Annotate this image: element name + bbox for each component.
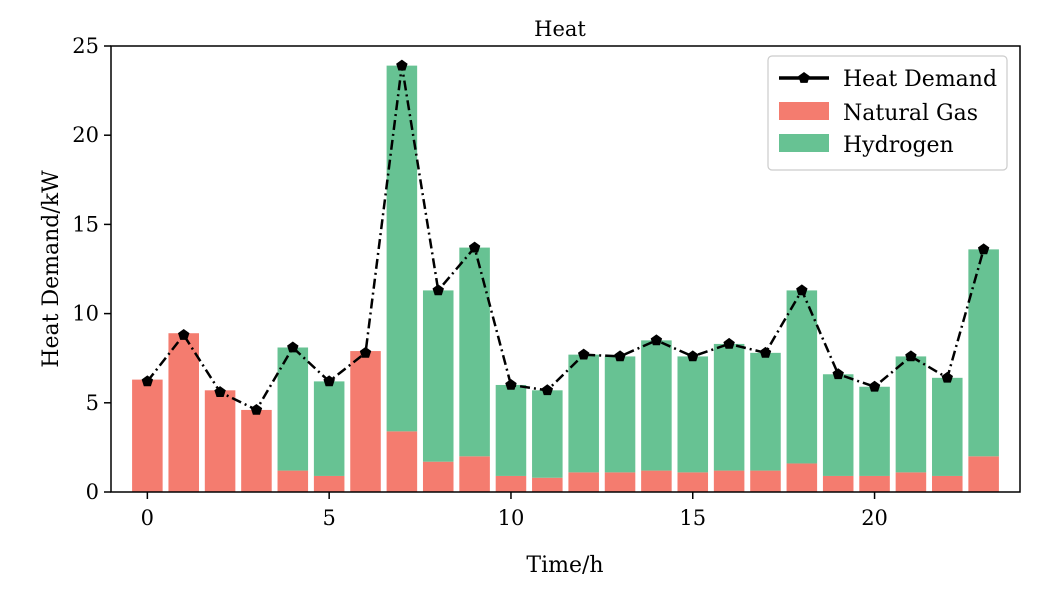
y-tick-label: 5 <box>86 391 99 415</box>
bar-hydrogen <box>968 249 999 457</box>
bar-hydrogen <box>859 386 890 476</box>
heat-demand-marker <box>178 329 190 340</box>
heat-demand-marker <box>614 350 626 362</box>
bar-hydrogen <box>786 290 818 464</box>
heat-demand-marker <box>723 337 735 349</box>
bar-hydrogen <box>422 290 454 462</box>
bar-hydrogen <box>459 247 490 457</box>
legend-label: Natural Gas <box>843 101 978 126</box>
bars-layer <box>132 65 999 492</box>
bar-hydrogen <box>677 356 709 473</box>
y-tick-label: 0 <box>86 480 99 504</box>
y-axis: 0 5 10 15 20 25 <box>72 34 111 504</box>
bar-natural-gas <box>641 470 672 492</box>
heat-demand-marker <box>250 403 263 415</box>
bar-hydrogen <box>713 343 745 471</box>
bar-hydrogen <box>932 377 963 476</box>
bar-natural-gas <box>241 409 272 492</box>
bar-hydrogen <box>568 354 599 473</box>
legend-marker-swatch <box>798 72 810 83</box>
bar-natural-gas <box>895 472 927 492</box>
x-axis-title: Time/h <box>526 553 603 578</box>
bar-natural-gas <box>750 470 781 492</box>
y-tick-label: 15 <box>72 212 99 236</box>
legend: Heat Demand Natural Gas Hydrogen <box>767 55 1008 171</box>
y-tick-label: 10 <box>72 302 99 326</box>
legend-label: Hydrogen <box>843 133 954 158</box>
heat-demand-marker <box>214 386 226 397</box>
heat-demand-marker <box>577 348 590 360</box>
bar-natural-gas <box>532 477 563 492</box>
x-tick-label: 15 <box>679 506 706 530</box>
heat-demand-marker <box>287 341 299 353</box>
demand-line-layer <box>141 59 990 415</box>
bar-natural-gas <box>350 351 381 492</box>
bar-hydrogen <box>532 390 563 478</box>
bar-hydrogen <box>750 352 781 471</box>
bar-natural-gas <box>568 472 599 492</box>
x-tick-label: 5 <box>322 506 335 530</box>
heat-demand-line <box>146 65 985 412</box>
bar-natural-gas <box>968 456 999 492</box>
bar-natural-gas <box>932 475 963 492</box>
bar-hydrogen <box>641 340 672 471</box>
heat-demand-marker <box>941 371 953 383</box>
bar-natural-gas <box>859 475 890 492</box>
y-tick-label: 20 <box>72 123 99 147</box>
heat-demand-marker <box>868 380 881 392</box>
x-tick-label: 10 <box>498 506 525 530</box>
heat-demand-marker <box>505 378 517 390</box>
bar-natural-gas <box>459 456 490 492</box>
heat-demand-marker <box>141 375 154 387</box>
bar-natural-gas <box>168 333 199 492</box>
heat-demand-marker <box>432 284 444 296</box>
bar-natural-gas <box>313 475 345 492</box>
bar-natural-gas <box>422 461 454 492</box>
heat-demand-marker <box>468 241 481 253</box>
heat-demand-marker <box>759 346 772 358</box>
bar-hydrogen <box>604 356 636 473</box>
bar-natural-gas <box>677 472 709 492</box>
heat-demand-marker <box>650 334 663 346</box>
chart-title: Heat <box>534 17 586 41</box>
plot-frame <box>110 45 1021 493</box>
bar-hydrogen <box>495 384 527 476</box>
bar-natural-gas <box>386 431 418 492</box>
bar-natural-gas <box>786 463 818 492</box>
bar-hydrogen <box>386 65 418 432</box>
bar-natural-gas <box>495 475 527 492</box>
heat-demand-marker <box>832 368 844 380</box>
heat-demand-marker <box>396 59 408 71</box>
y-axis-title: Heat Demand/kW <box>39 170 64 368</box>
bar-natural-gas <box>822 475 854 492</box>
bar-natural-gas <box>132 379 163 492</box>
heat-demand-marker <box>687 350 699 362</box>
legend-swatch <box>779 102 829 120</box>
heat-demand-marker <box>796 284 808 296</box>
x-tick-label: 20 <box>861 506 888 530</box>
bar-natural-gas <box>713 470 745 492</box>
heat-demand-marker <box>323 375 335 387</box>
heat-demand-marker <box>359 346 372 358</box>
bar-natural-gas <box>204 390 236 492</box>
legend-label: Heat Demand <box>843 67 997 92</box>
heat-demand-marker <box>977 243 990 255</box>
heat-demand-marker <box>905 350 917 362</box>
bar-natural-gas <box>277 470 309 492</box>
x-tick-label: 0 <box>141 506 154 530</box>
bar-hydrogen <box>277 347 309 471</box>
y-tick-label: 25 <box>72 34 99 58</box>
x-axis: 0 5 10 15 20 <box>141 492 888 530</box>
legend-swatch <box>779 134 829 152</box>
bar-natural-gas <box>604 472 636 492</box>
bar-hydrogen <box>895 356 927 473</box>
heat-demand-marker <box>541 384 554 396</box>
bar-hydrogen <box>313 381 345 476</box>
bar-hydrogen <box>822 374 854 476</box>
